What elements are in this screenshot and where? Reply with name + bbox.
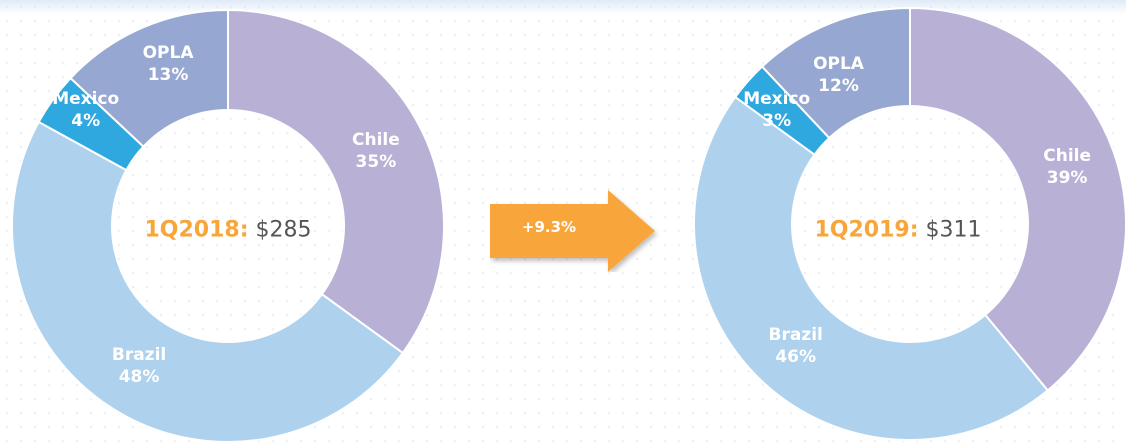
slice-percent: 39% (1046, 168, 1088, 189)
donut-2-total: $311 (925, 217, 982, 243)
slice-label-opla: OPLA 12% (813, 53, 864, 97)
donut-1-total: $285 (255, 217, 312, 243)
donut-1-center-label: 1Q2018: $285 (144, 218, 311, 243)
slice-opla (760, 6, 911, 140)
slice-name: OPLA (813, 53, 864, 74)
slice-label-opla: OPLA 13% (143, 42, 194, 86)
slice-name: Chile (1043, 146, 1092, 167)
slice-name: Brazil (768, 324, 823, 345)
donut-chart-1q2019: Chile 39% Brazil 46% Mexico 3% OPLA 12% 1Q2019:… (680, 0, 1126, 443)
slice-percent: 3% (762, 110, 792, 131)
slice-percent: 46% (775, 346, 817, 367)
slice-percent: 4% (71, 111, 101, 132)
slice-name: Mexico (743, 88, 811, 109)
slice-name: Chile (352, 129, 400, 150)
donut-1-svg (10, 8, 445, 443)
slice-label-chile: Chile 39% (1043, 145, 1091, 189)
slice-label-mexico: Mexico 3% (743, 88, 810, 132)
growth-label: +9.3% (521, 218, 577, 236)
slice-opla (69, 8, 229, 149)
slice-chile (909, 6, 1126, 392)
slice-brazil (10, 120, 405, 443)
donut-1-period: 1Q2018: (144, 217, 249, 243)
top-gradient-band (0, 0, 1126, 14)
donut-2-center-label: 1Q2019: $311 (814, 218, 981, 243)
slice-label-chile: Chile 35% (352, 129, 400, 173)
slice-name: Brazil (111, 345, 167, 366)
slice-brazil (693, 95, 1050, 441)
growth-arrow (490, 190, 655, 272)
donut-2-svg (693, 6, 1126, 441)
growth-arrow-shape (490, 190, 655, 272)
slice-percent: 13% (147, 64, 189, 85)
slice-name: Mexico (52, 89, 120, 110)
donut-chart-1q2018: Chile 35% Brazil 48% Mexico 4% OPLA 13% 1Q2018:… (0, 0, 460, 443)
slice-label-brazil: Brazil 48% (112, 344, 166, 388)
slice-name: OPLA (142, 42, 194, 63)
slice-label-mexico: Mexico 4% (52, 88, 119, 132)
slice-percent: 12% (818, 75, 859, 96)
slice-chile (227, 8, 445, 355)
slice-percent: 48% (118, 367, 160, 388)
slice-percent: 35% (355, 151, 397, 172)
donut-2-period: 1Q2019: (814, 217, 919, 243)
slice-label-brazil: Brazil 46% (768, 324, 822, 368)
